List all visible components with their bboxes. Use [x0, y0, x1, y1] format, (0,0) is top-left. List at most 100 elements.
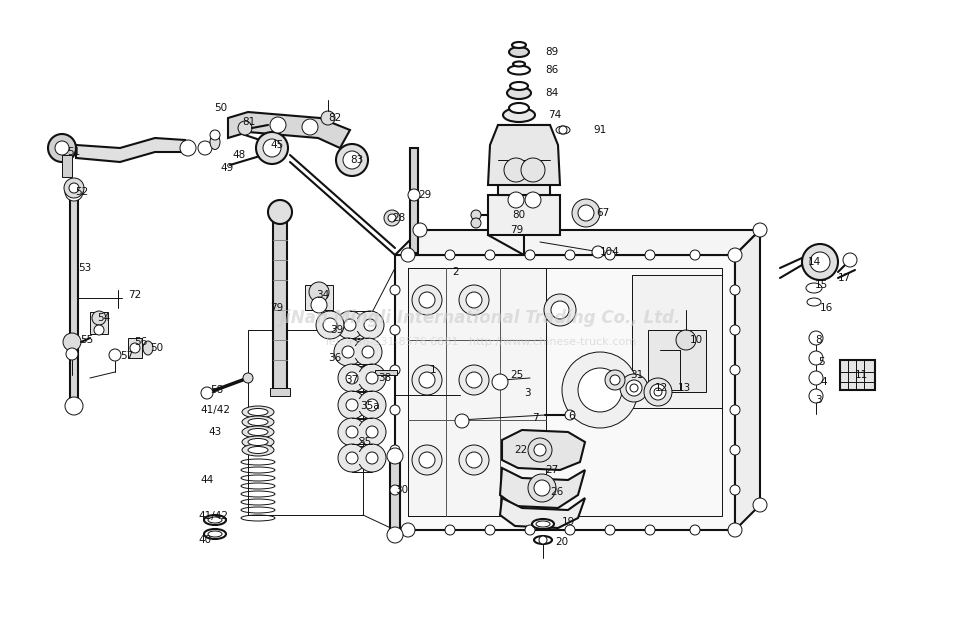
Bar: [248, 330, 363, 515]
Ellipse shape: [507, 87, 531, 99]
Circle shape: [390, 285, 400, 295]
Circle shape: [362, 346, 374, 358]
Circle shape: [572, 199, 600, 227]
Circle shape: [753, 223, 767, 237]
Text: 44: 44: [200, 475, 213, 485]
Text: 13: 13: [678, 383, 691, 393]
Circle shape: [730, 285, 740, 295]
Text: 86: 86: [545, 65, 559, 75]
Circle shape: [344, 319, 356, 331]
Text: 91: 91: [593, 125, 607, 135]
Circle shape: [309, 282, 329, 302]
Circle shape: [645, 525, 655, 535]
Circle shape: [412, 365, 442, 395]
Circle shape: [650, 384, 666, 400]
Circle shape: [485, 250, 495, 260]
Circle shape: [610, 375, 620, 385]
Ellipse shape: [242, 406, 274, 418]
Circle shape: [366, 372, 378, 384]
Circle shape: [65, 397, 83, 415]
Ellipse shape: [248, 429, 268, 435]
Ellipse shape: [510, 82, 528, 90]
Bar: [305, 285, 333, 310]
Polygon shape: [488, 125, 560, 185]
Circle shape: [592, 246, 604, 258]
Circle shape: [810, 252, 830, 272]
Ellipse shape: [204, 529, 226, 539]
Text: 45: 45: [270, 140, 283, 150]
Text: 79: 79: [270, 303, 283, 313]
Text: 3: 3: [524, 388, 531, 398]
Text: 84: 84: [545, 88, 559, 98]
Circle shape: [534, 480, 550, 496]
Text: 79: 79: [510, 225, 523, 235]
Polygon shape: [76, 138, 185, 162]
Bar: [352, 452, 372, 464]
Text: 72: 72: [128, 290, 141, 300]
Circle shape: [94, 325, 104, 335]
Text: 17: 17: [838, 273, 852, 283]
Text: 1: 1: [430, 365, 437, 375]
Circle shape: [521, 158, 545, 182]
Circle shape: [630, 384, 638, 392]
Text: 31: 31: [630, 370, 643, 380]
Circle shape: [843, 253, 857, 267]
Circle shape: [366, 452, 378, 464]
Polygon shape: [502, 430, 585, 470]
Circle shape: [525, 525, 535, 535]
Circle shape: [390, 325, 400, 335]
Polygon shape: [395, 255, 735, 530]
Text: 19: 19: [562, 517, 575, 527]
Circle shape: [605, 250, 615, 260]
Text: 14: 14: [808, 257, 821, 267]
Circle shape: [508, 192, 524, 208]
Circle shape: [268, 200, 292, 224]
Ellipse shape: [248, 438, 268, 445]
Circle shape: [466, 372, 482, 388]
Ellipse shape: [536, 521, 550, 527]
Circle shape: [728, 523, 742, 537]
Circle shape: [753, 498, 767, 512]
Circle shape: [528, 474, 556, 502]
Text: 104: 104: [600, 247, 620, 257]
Circle shape: [358, 391, 386, 419]
Bar: [390, 458, 400, 533]
Circle shape: [690, 250, 700, 260]
Circle shape: [48, 134, 76, 162]
Text: 41/42: 41/42: [200, 405, 230, 415]
Text: 74: 74: [548, 110, 562, 120]
Circle shape: [346, 426, 358, 438]
Circle shape: [676, 330, 696, 350]
Circle shape: [644, 378, 672, 406]
Circle shape: [645, 250, 655, 260]
Circle shape: [180, 140, 196, 156]
Text: 3: 3: [815, 395, 822, 405]
Text: 56: 56: [134, 337, 147, 347]
Text: 49: 49: [220, 163, 233, 173]
Circle shape: [358, 444, 386, 472]
Circle shape: [455, 414, 469, 428]
Text: 26: 26: [550, 487, 564, 497]
Text: 50: 50: [214, 103, 228, 113]
Circle shape: [69, 183, 79, 193]
Text: 11: 11: [855, 370, 868, 380]
Circle shape: [243, 373, 253, 383]
Text: 67: 67: [596, 208, 610, 218]
Text: 4: 4: [820, 377, 827, 387]
Circle shape: [316, 311, 344, 339]
Circle shape: [525, 250, 535, 260]
Text: 25: 25: [510, 370, 523, 380]
Bar: [840, 360, 875, 390]
Text: 80: 80: [512, 210, 525, 220]
Bar: [128, 338, 142, 358]
Circle shape: [66, 348, 78, 360]
Circle shape: [201, 387, 213, 399]
Text: 43: 43: [208, 427, 221, 437]
Text: 22: 22: [514, 445, 527, 455]
Ellipse shape: [208, 517, 222, 523]
Circle shape: [323, 318, 337, 332]
Circle shape: [466, 452, 482, 468]
Circle shape: [466, 292, 482, 308]
Circle shape: [413, 223, 427, 237]
Polygon shape: [500, 468, 585, 508]
